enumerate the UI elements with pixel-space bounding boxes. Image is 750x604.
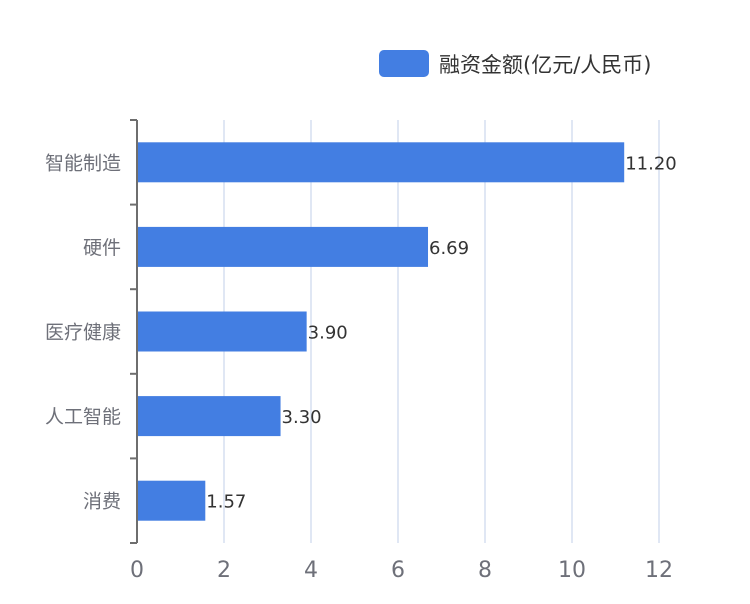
category-label-4: 消费 <box>83 491 121 513</box>
legend-label[interactable]: 融资金额(亿元/人民币) <box>439 53 651 77</box>
x-tick-label-10: 10 <box>558 558 586 583</box>
labels: 11.20 智能制造 6.69 硬件 3.90 医疗健康 3.30 人工智能 1.57 消费 0 2 4… <box>45 152 677 583</box>
bar-4[interactable] <box>137 480 206 521</box>
bars <box>137 142 625 521</box>
axes <box>130 119 138 544</box>
bar-1[interactable] <box>137 226 429 267</box>
category-label-2: 医疗健康 <box>45 322 121 344</box>
x-tick-label-6: 6 <box>391 558 405 583</box>
category-label-1: 硬件 <box>83 237 121 259</box>
value-label-3: 3.30 <box>282 407 322 428</box>
category-label-3: 人工智能 <box>45 406 121 428</box>
x-tick-label-8: 8 <box>478 558 492 583</box>
value-label-2: 3.90 <box>308 323 348 344</box>
value-label-1: 6.69 <box>429 238 469 259</box>
bar-2[interactable] <box>137 311 307 352</box>
x-tick-label-12: 12 <box>645 558 673 583</box>
legend-swatch[interactable] <box>379 50 429 77</box>
category-label-0: 智能制造 <box>45 152 121 174</box>
value-label-0: 11.20 <box>625 153 677 174</box>
bar-3[interactable] <box>137 396 281 437</box>
bar-0[interactable] <box>137 142 625 183</box>
grid-lines <box>223 120 660 543</box>
x-tick-label-2: 2 <box>217 558 231 583</box>
value-label-4: 1.57 <box>206 492 246 513</box>
x-tick-label-4: 4 <box>304 558 318 583</box>
legend[interactable]: 融资金额(亿元/人民币) <box>379 50 651 77</box>
x-tick-label-0: 0 <box>130 558 144 583</box>
